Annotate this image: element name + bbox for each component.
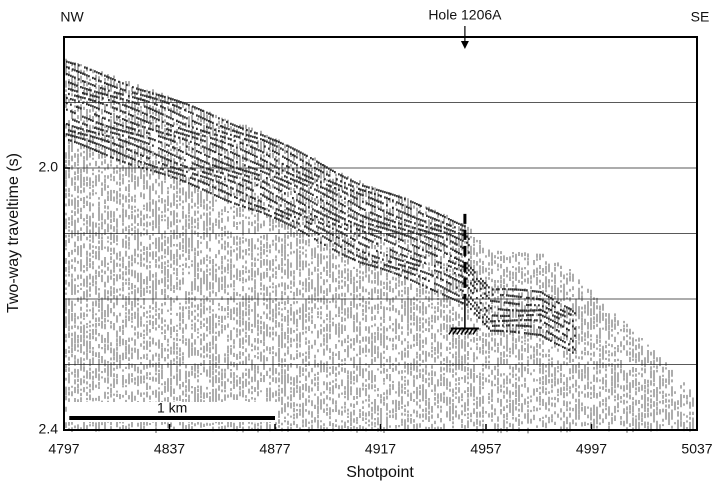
y-axis-label: Two-way traveltime (s) <box>5 153 22 313</box>
x-tick-label: 4917 <box>365 441 396 457</box>
x-tick-label: 4797 <box>48 441 79 457</box>
hole-label: Hole 1206A <box>428 7 502 23</box>
direction-label: SE <box>691 9 710 25</box>
x-tick-label: 4997 <box>576 441 607 457</box>
y-tick-label: 2.0 <box>39 159 59 175</box>
seismic-texture <box>65 58 694 434</box>
x-axis-label: Shotpoint <box>346 464 414 481</box>
x-tick-label: 5037 <box>681 441 712 457</box>
seismic-texture <box>65 58 694 434</box>
scale-bar-label: 1 km <box>157 400 187 416</box>
seismic-reflector <box>66 60 576 354</box>
x-tick-label: 4877 <box>259 441 290 457</box>
x-tick-label: 4837 <box>154 441 185 457</box>
hole-base-hatch <box>448 328 478 335</box>
direction-label: NW <box>60 9 84 25</box>
x-tick-label: 4957 <box>470 441 501 457</box>
y-tick-label: 2.4 <box>39 421 59 437</box>
hole-arrow-head <box>460 41 469 49</box>
